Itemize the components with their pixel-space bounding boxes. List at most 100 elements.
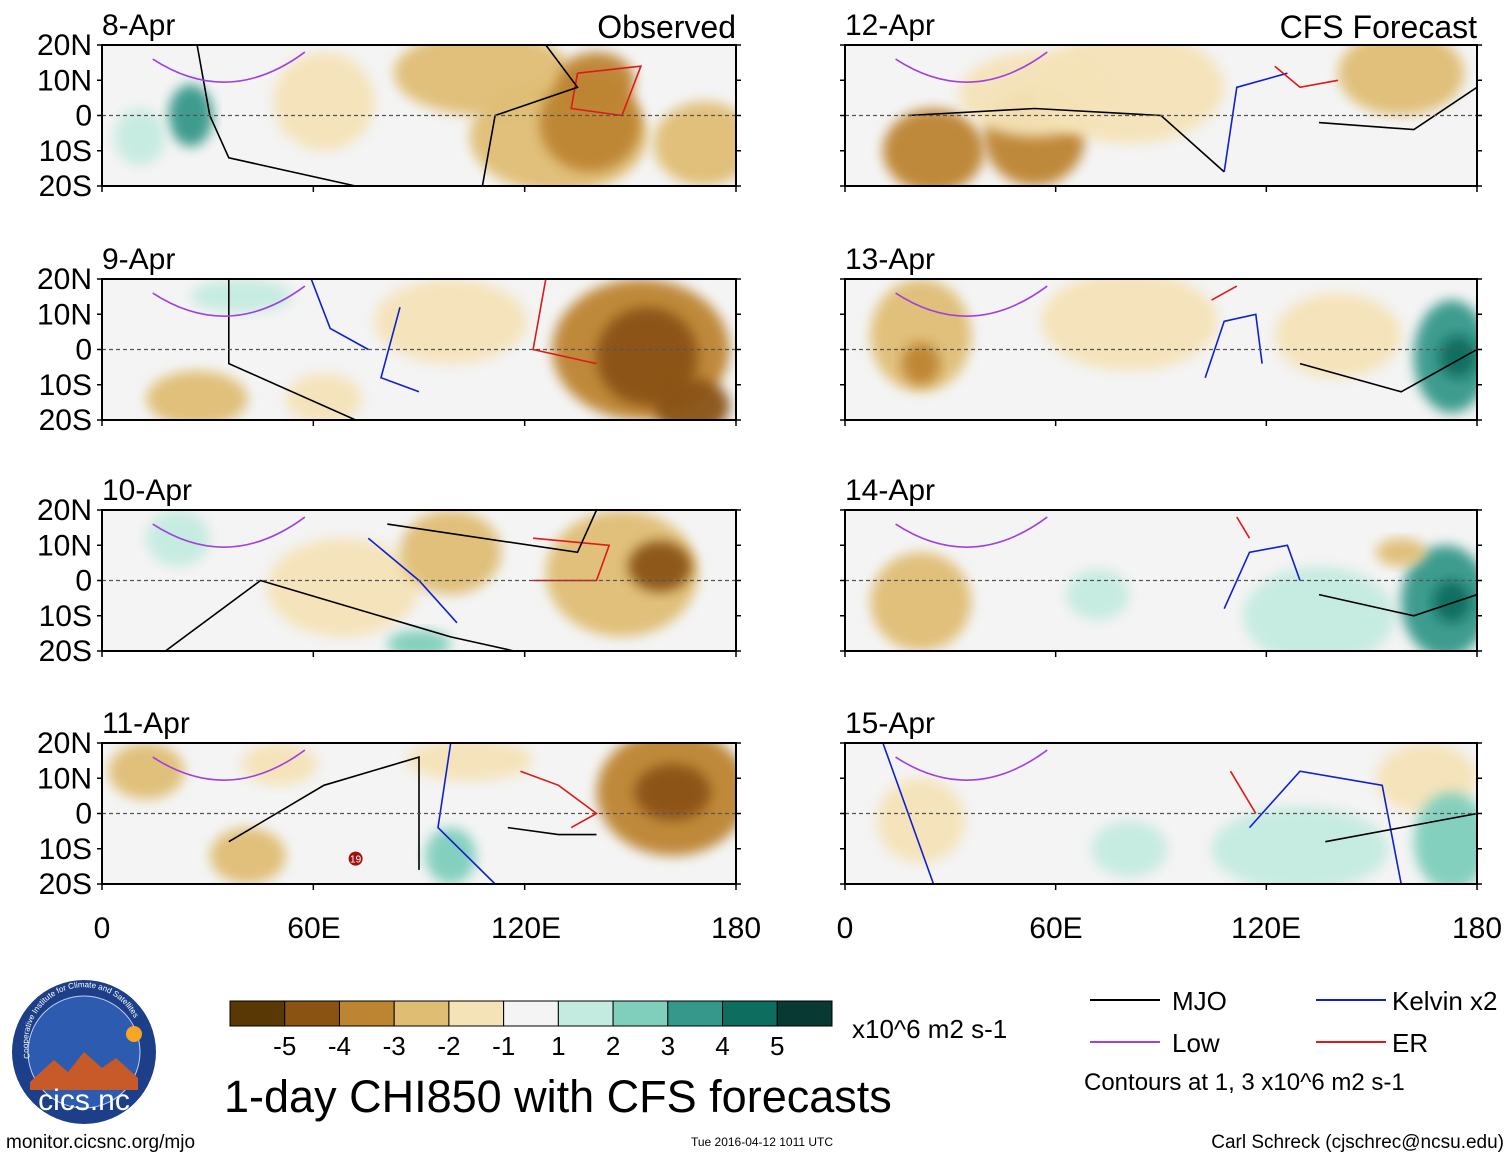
colorbar-tick-label: -5 — [273, 1031, 296, 1061]
y-tick-label: 0 — [75, 565, 92, 598]
colorbar-swatch — [448, 1000, 505, 1027]
colorbar-tick-label: -3 — [383, 1031, 406, 1061]
map-panels: 8-Apr20N10N010S20S9-Apr20N10N010S20S10-A… — [37, 9, 1482, 901]
colorbar-swatch — [776, 1000, 833, 1027]
low-contour — [152, 749, 306, 781]
low-contour — [895, 516, 1048, 548]
contour-line — [1223, 72, 1288, 173]
colorbar-swatch — [503, 1000, 559, 1027]
y-tick-label: 10S — [39, 135, 92, 168]
contour-line — [520, 770, 598, 829]
contour-line — [1325, 812, 1477, 843]
y-tick-label: 20N — [37, 263, 92, 296]
anomaly-field — [114, 45, 736, 186]
y-tick-label: 0 — [75, 334, 92, 367]
y-tick-label: 10S — [39, 833, 92, 866]
colorbar-tick-label: 3 — [661, 1031, 675, 1061]
colorbar-swatch — [667, 1000, 724, 1027]
observed-label: Observed — [597, 9, 736, 45]
colorbar-tick-label: -4 — [328, 1031, 351, 1061]
low-contour — [895, 285, 1048, 317]
anomaly-field — [146, 510, 698, 651]
panel-date-label: 9-Apr — [102, 243, 175, 276]
x-tick-label: 180 — [711, 912, 761, 945]
legend-label-er: ER — [1392, 1028, 1428, 1058]
y-tick-label: 20N — [37, 494, 92, 527]
y-tick-label: 0 — [75, 100, 92, 133]
y-tick-label: 10N — [37, 298, 92, 331]
panel-date-label: 14-Apr — [845, 474, 935, 507]
low-contour — [152, 285, 306, 317]
contours-note: Contours at 1, 3 x10^6 m2 s-1 — [1084, 1069, 1405, 1096]
colorbar-swatch — [393, 1000, 450, 1027]
panel-date-label: 12-Apr — [845, 9, 935, 42]
contour-line — [1229, 770, 1257, 814]
colorbar-swatch — [557, 1000, 614, 1027]
contour-line — [1211, 285, 1238, 301]
footer-author: Carl Schreck (cjschrec@ncsu.edu) — [1211, 1132, 1504, 1153]
low-contour — [895, 51, 1048, 83]
colorbar-swatch — [284, 1000, 340, 1027]
contour-line — [1318, 593, 1477, 617]
contour-line — [481, 45, 579, 186]
colorbar-swatch — [722, 1000, 778, 1027]
y-tick-label: 10N — [37, 529, 92, 562]
x-tick-label: 60E — [1029, 912, 1082, 945]
anomaly-field — [108, 743, 736, 884]
x-tick-label: 180 — [1452, 912, 1502, 945]
contour-line — [310, 279, 369, 351]
anomaly-field — [876, 743, 1477, 884]
colorbar-swatch — [612, 1000, 669, 1027]
storm-marker-icon — [348, 851, 363, 866]
x-tick-label: 0 — [837, 912, 854, 945]
panel-date-label: 13-Apr — [845, 243, 935, 276]
y-tick-label: 10N — [37, 762, 92, 795]
y-tick-label: 20S — [39, 170, 92, 203]
map-panel: 14-Apr — [840, 474, 1482, 657]
x-axis-right: 0 60E 120E 180 — [837, 912, 1502, 945]
map-panel: 13-Apr — [840, 243, 1482, 426]
footer-timestamp: Tue 2016-04-12 1011 UTC — [691, 1135, 833, 1149]
storm-marker-label: 19 — [350, 855, 362, 866]
contour-line — [380, 306, 420, 393]
low-contour — [152, 51, 306, 83]
colorbar-swatch — [229, 1000, 286, 1027]
y-tick-label: 20S — [39, 635, 92, 668]
contour-line — [507, 826, 597, 836]
contour-line — [1299, 348, 1477, 393]
y-tick-label: 10N — [37, 64, 92, 97]
forecast-label: CFS Forecast — [1280, 9, 1477, 45]
contour-line — [532, 279, 597, 365]
logo-text: cics.nc — [38, 1084, 130, 1117]
y-tick-label: 20S — [39, 868, 92, 901]
legend: MJO Kelvin x2 Low ER Contours at 1, 3 x1… — [1084, 986, 1498, 1096]
colorbar-tick-label: 4 — [715, 1031, 729, 1061]
contour-line — [228, 279, 356, 420]
x-tick-label: 60E — [287, 912, 340, 945]
panel-date-label: 8-Apr — [102, 9, 175, 42]
colorbar-tick-label: 1 — [551, 1031, 565, 1061]
colorbar: -5 -4 -3 -2 -1 1 2 3 4 5 — [229, 1000, 833, 1061]
legend-label-kelvin: Kelvin x2 — [1392, 986, 1498, 1016]
contour-line — [1223, 544, 1301, 610]
anomaly-field — [870, 279, 1477, 413]
low-contour — [152, 516, 306, 548]
anomaly-field — [146, 279, 730, 420]
colorbar-tick-label: -2 — [437, 1031, 460, 1061]
legend-label-mjo: MJO — [1172, 986, 1227, 1016]
colorbar-units: x10^6 m2 s-1 — [852, 1014, 1007, 1044]
colorbar-tick-label: 5 — [770, 1031, 784, 1061]
cicsnc-logo: Cooperative Institute for Climate and Sa… — [12, 980, 156, 1124]
panel-date-label: 10-Apr — [102, 474, 192, 507]
contour-line — [1318, 86, 1477, 131]
y-tick-label: 10S — [39, 600, 92, 633]
footer-url: monitor.cicsnc.org/mjo — [6, 1132, 195, 1153]
y-tick-label: 20S — [39, 404, 92, 437]
colorbar-tick-label: 2 — [606, 1031, 620, 1061]
contour-line — [1248, 770, 1402, 884]
